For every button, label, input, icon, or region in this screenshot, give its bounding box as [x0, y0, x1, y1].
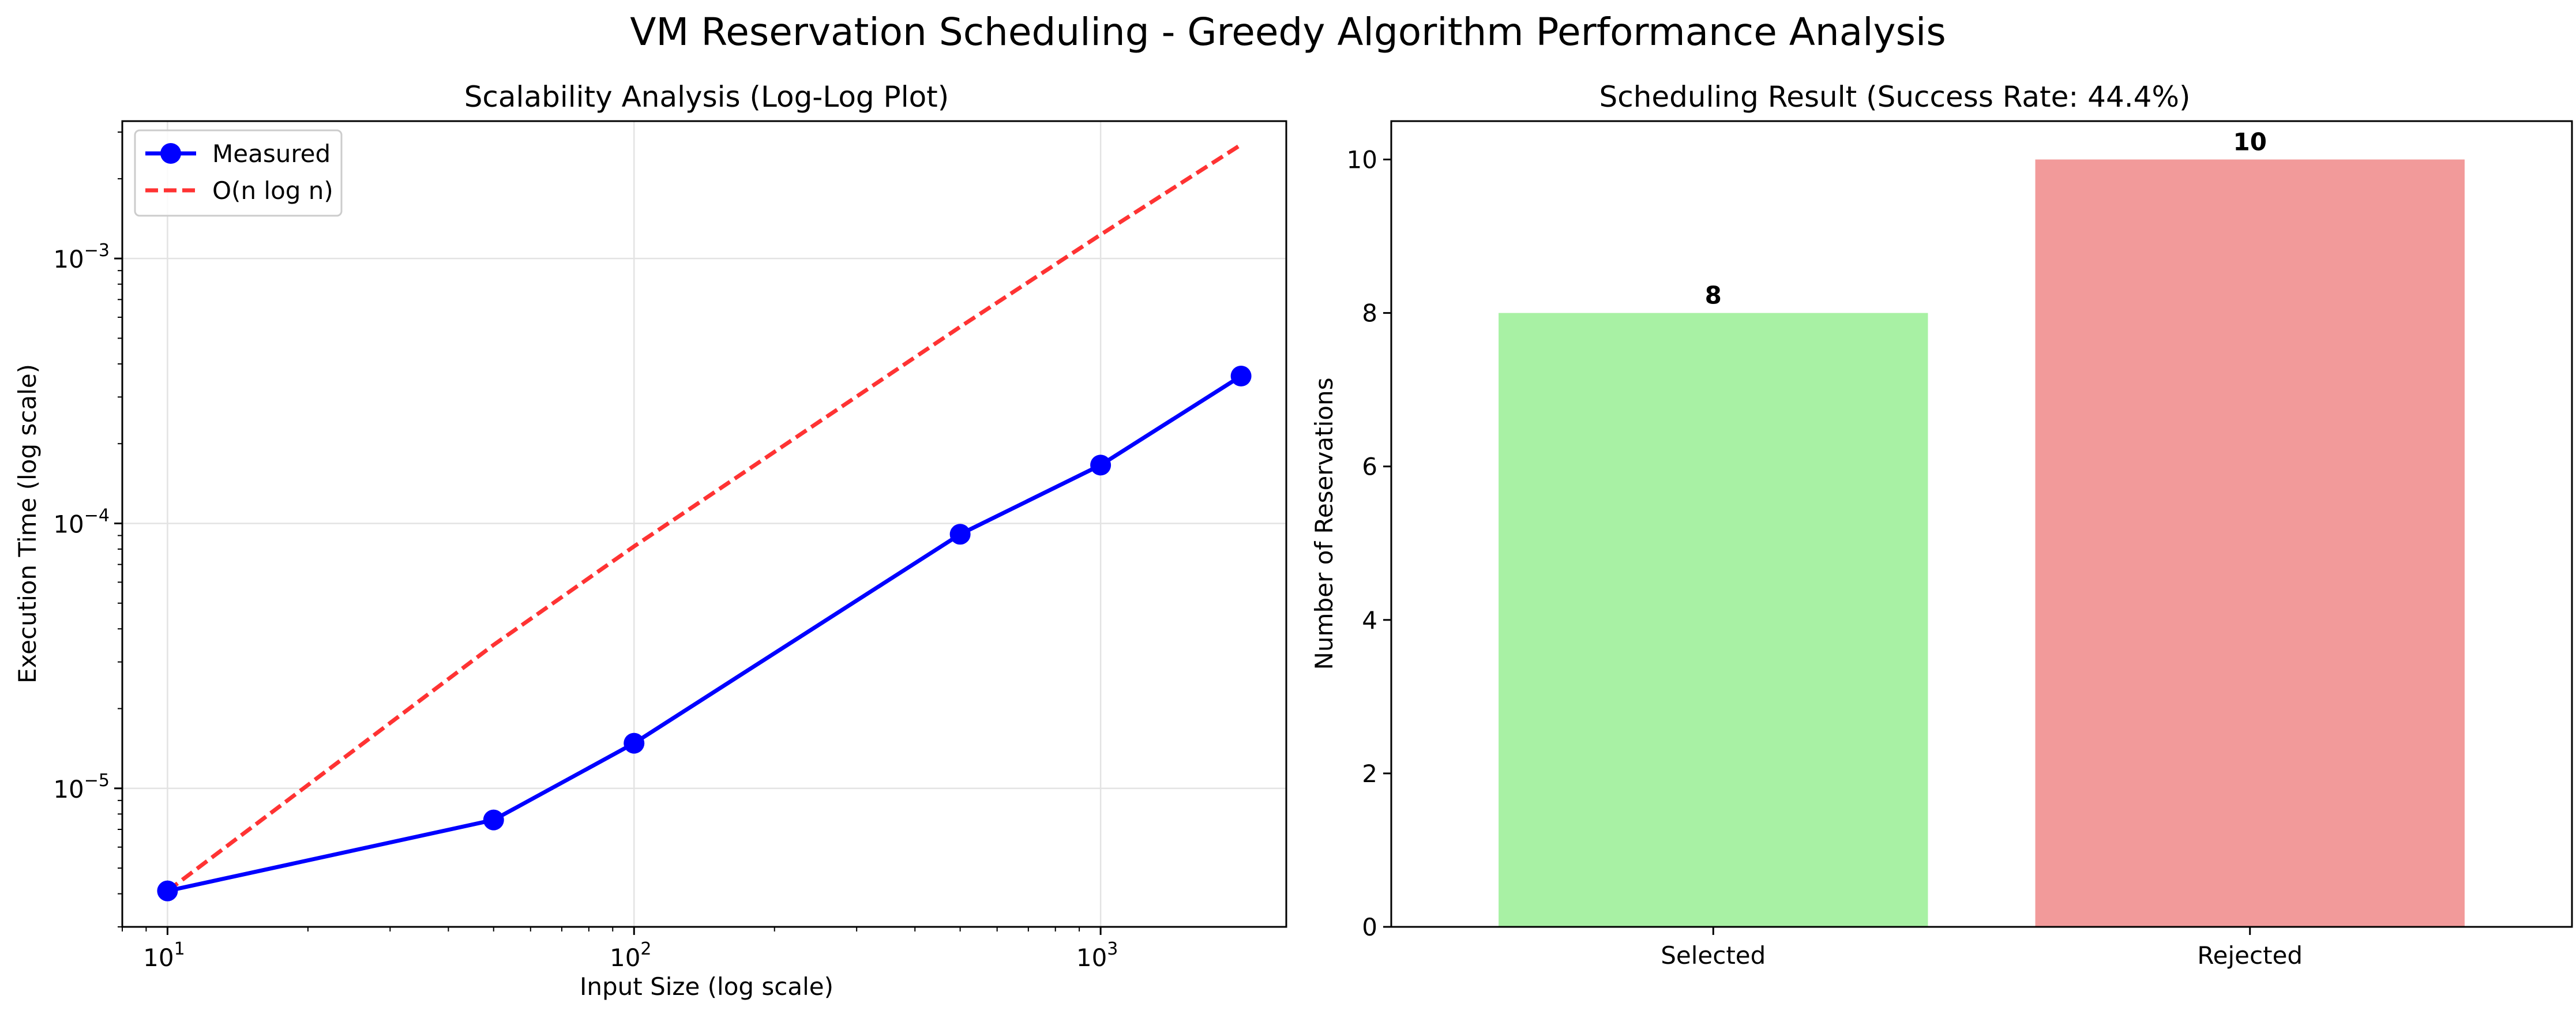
data-point-measured	[949, 524, 971, 545]
right-y-axis-label: Number of Reservations	[1310, 378, 1338, 670]
data-point-measured	[483, 809, 504, 831]
left-y-tick-label: 10−3	[53, 241, 110, 273]
data-point-measured	[1230, 365, 1252, 386]
left-x-axis-label: Input Size (log scale)	[580, 972, 833, 1001]
right-y-tick-label: 0	[1362, 913, 1377, 941]
left-x-tick-label: 101	[143, 939, 185, 972]
data-point-measured	[157, 880, 178, 901]
right-y-tick-label: 8	[1362, 299, 1377, 328]
scalability-chart: Scalability Analysis (Log-Log Plot) 101 1…	[13, 80, 1287, 1001]
left-y-axis: 10−5 10−4 10−3	[53, 132, 122, 927]
scheduling-result-chart: Scheduling Result (Success Rate: 44.4%) …	[1310, 80, 2573, 970]
right-y-tick-label: 6	[1362, 453, 1377, 481]
bar-value-label: 10	[2233, 128, 2267, 156]
right-plot-frame	[1390, 120, 2573, 928]
left-y-tick-label: 10−5	[53, 771, 110, 803]
left-y-axis-label: Execution Time (log scale)	[13, 364, 42, 683]
data-point-measured	[624, 732, 645, 754]
left-x-axis: 101 102 103	[122, 927, 1118, 972]
right-y-axis: 0 2 4 6 8 10	[1347, 146, 1391, 941]
legend-label-nlogn: O(n log n)	[212, 176, 333, 205]
right-y-tick-label: 4	[1362, 606, 1377, 634]
legend: Measured O(n log n)	[134, 129, 343, 217]
left-chart-title: Scalability Analysis (Log-Log Plot)	[464, 80, 949, 114]
data-point-measured	[1090, 454, 1111, 476]
right-y-tick-label: 10	[1347, 146, 1377, 174]
bar-selected	[1499, 313, 1928, 927]
left-x-tick-label: 102	[610, 939, 652, 972]
right-x-tick-label: Selected	[1661, 941, 1766, 970]
series-line-nlogn	[166, 142, 1242, 893]
right-chart-title: Scheduling Result (Success Rate: 44.4%)	[1599, 80, 2191, 114]
legend-label-measured: Measured	[212, 140, 331, 168]
left-x-tick-label: 103	[1076, 939, 1118, 972]
right-x-axis: Selected Rejected	[1661, 927, 2303, 970]
right-bars-layer: 8 10	[1499, 128, 2465, 927]
right-x-tick-label: Rejected	[2197, 941, 2303, 970]
left-grid	[122, 121, 1286, 927]
left-y-tick-label: 10−4	[53, 505, 110, 538]
bar-value-label: 8	[1705, 281, 1722, 310]
legend-marker-measured	[160, 143, 181, 164]
bar-rejected	[2035, 159, 2465, 927]
right-y-tick-label: 2	[1362, 760, 1377, 788]
left-series-layer	[157, 142, 1252, 901]
figure-title: VM Reservation Scheduling - Greedy Algor…	[630, 10, 1946, 54]
series-line-measured	[167, 374, 1242, 893]
